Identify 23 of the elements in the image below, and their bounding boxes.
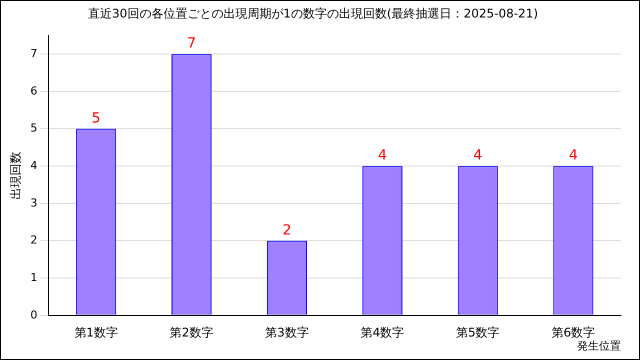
y-tick-label: 3 — [30, 196, 38, 210]
y-tick-label: 0 — [30, 308, 38, 322]
data-label: 2 — [282, 222, 292, 238]
x-tick-label: 第5数字 — [456, 326, 500, 340]
data-label: 7 — [187, 36, 196, 52]
data-label: 4 — [568, 148, 578, 164]
y-axis-title: 出現回数 — [8, 151, 22, 200]
y-tick-label: 2 — [30, 234, 38, 247]
x-tick-label: 第6数字 — [551, 326, 596, 340]
y-tick-label: 1 — [30, 270, 38, 284]
chart-title: 直近30回の各位置ごとの出現周期が1の数字の出現回数(最終抽選日：2025-08-21) — [88, 6, 538, 20]
data-label: 4 — [378, 148, 387, 164]
x-tick-label: 第1数字 — [74, 326, 118, 340]
x-tick-label: 第3数字 — [265, 326, 309, 340]
y-tick-label: 7 — [30, 46, 38, 60]
data-label: 4 — [473, 148, 482, 164]
y-tick-label: 6 — [30, 84, 38, 98]
y-tick-label: 5 — [30, 122, 38, 135]
x-axis-title: 発生位置 — [577, 339, 621, 352]
x-tick-label: 第4数字 — [360, 326, 404, 340]
data-label: 5 — [92, 110, 101, 126]
y-tick-label: 4 — [30, 158, 38, 172]
x-tick-label: 第2数字 — [170, 326, 214, 340]
